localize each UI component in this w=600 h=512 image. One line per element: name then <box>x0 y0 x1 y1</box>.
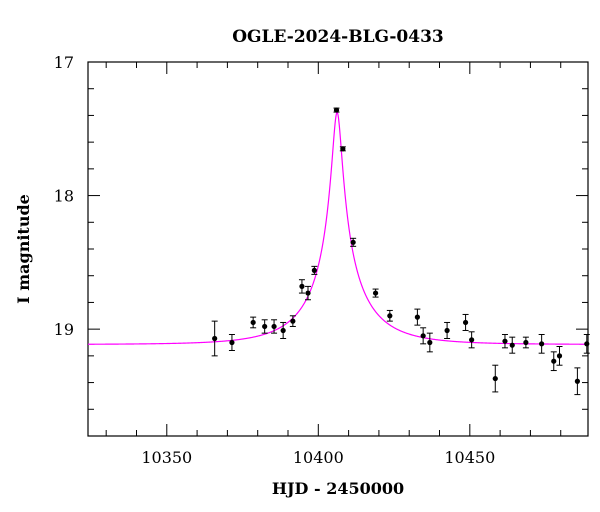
x-tick-label: 10400 <box>293 448 344 467</box>
data-point <box>574 378 580 384</box>
data-point <box>509 342 515 348</box>
data-point <box>551 358 557 364</box>
data-point <box>523 339 529 346</box>
x-tick-label: 10350 <box>141 448 192 467</box>
data-point <box>311 267 317 273</box>
model-curve <box>88 111 588 345</box>
data-point <box>299 283 305 289</box>
data-point <box>305 290 311 296</box>
data-point <box>502 338 508 344</box>
data-point <box>333 107 340 113</box>
data-point <box>444 327 450 334</box>
data-point <box>350 239 356 245</box>
x-axis-label: HJD - 2450000 <box>272 479 404 498</box>
data-point <box>280 327 286 334</box>
plot-area: 10350 10400 10450 17 18 19 <box>54 53 590 467</box>
data-point <box>420 333 426 339</box>
data-point <box>427 339 433 346</box>
data-point <box>584 341 590 347</box>
data-point <box>229 339 235 346</box>
data-point <box>340 146 346 152</box>
data-point <box>556 353 563 359</box>
data-point <box>250 319 256 326</box>
y-tick-label: 18 <box>54 187 74 206</box>
y-axis-label: I magnitude <box>14 194 33 304</box>
y-tick-label: 19 <box>54 320 74 339</box>
data-point <box>271 323 277 330</box>
data-point <box>387 313 393 319</box>
data-point <box>492 375 498 382</box>
data-point <box>469 337 475 343</box>
chart-title: OGLE-2024-BLG-0433 <box>232 27 444 47</box>
data-point <box>262 323 268 330</box>
data-point <box>539 341 545 347</box>
data-point <box>372 290 379 296</box>
x-tick-label: 10450 <box>444 448 495 467</box>
data-point <box>290 318 296 324</box>
data-point <box>414 314 420 320</box>
data-point <box>462 319 469 326</box>
y-tick-label: 17 <box>54 53 74 72</box>
data-point <box>212 335 218 342</box>
